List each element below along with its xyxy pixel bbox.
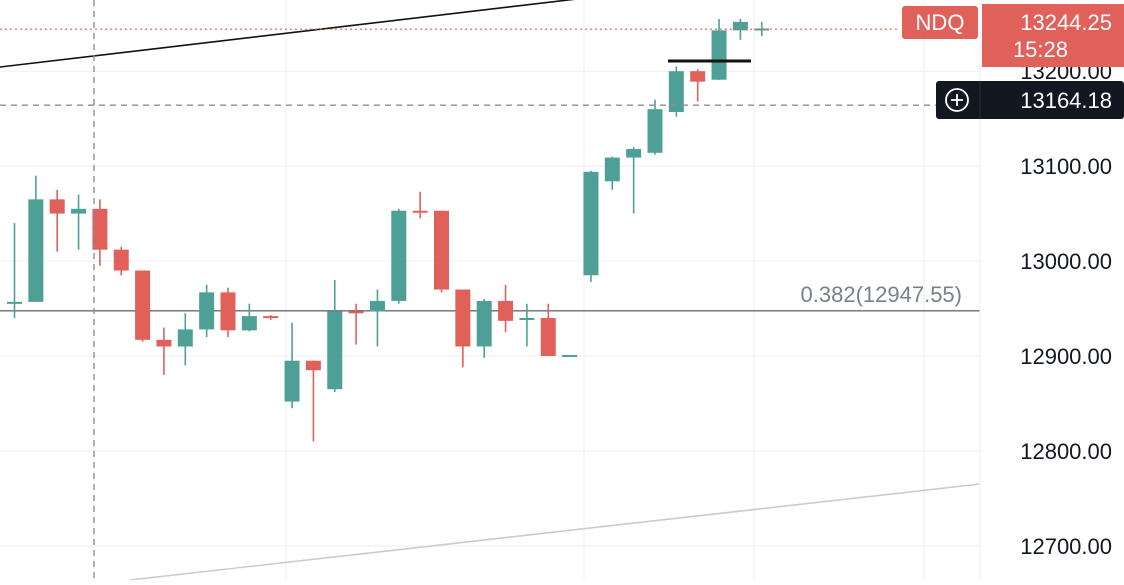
- candle: [668, 66, 684, 117]
- candle: [199, 284, 215, 337]
- candle-body: [220, 292, 236, 331]
- candle: [647, 99, 663, 155]
- add-alert-button[interactable]: [945, 88, 969, 112]
- candle: [348, 303, 364, 345]
- candle-body: [348, 311, 364, 314]
- candle-body: [156, 339, 172, 347]
- candle-body: [519, 318, 535, 321]
- candle: [412, 191, 428, 219]
- candle: [562, 355, 578, 358]
- candle-body: [7, 301, 22, 304]
- candle-body: [604, 157, 620, 182]
- candle: [305, 360, 321, 442]
- candle: [711, 18, 727, 80]
- candle-body: [540, 318, 556, 356]
- trend-line: [0, 0, 575, 68]
- candle-body: [177, 329, 193, 347]
- price-axis-tick-label: 12900.00: [1020, 344, 1112, 369]
- last-price-label-box: [982, 4, 1124, 67]
- candle-body: [369, 300, 385, 312]
- candle: [263, 315, 279, 320]
- bar-countdown: 15:28: [1013, 37, 1068, 62]
- candle-body: [284, 360, 300, 402]
- candle-body: [28, 199, 44, 302]
- candle-body: [305, 360, 321, 371]
- candle: [369, 289, 385, 347]
- candle-body: [434, 210, 449, 290]
- candle: [626, 147, 642, 214]
- price-axis-tick-label: 12800.00: [1020, 439, 1112, 464]
- candle-body: [647, 109, 663, 153]
- candle-body: [690, 71, 706, 82]
- candle: [92, 199, 108, 266]
- candle-body: [71, 208, 87, 214]
- candle-body: [583, 171, 599, 276]
- crosshair-price-value: 13164.18: [1020, 88, 1112, 113]
- candle: [327, 280, 343, 393]
- crosshair-price-label-box: [936, 81, 1124, 119]
- candle: [476, 299, 492, 358]
- candle-body: [498, 300, 514, 321]
- overlays-layer: [0, 0, 936, 580]
- candle-body: [412, 210, 428, 213]
- candle: [434, 210, 449, 293]
- price-axis-tick-label: 12700.00: [1020, 534, 1112, 559]
- price-axis-tick-label: 13100.00: [1020, 154, 1112, 179]
- price-axis-tick-label: 13000.00: [1020, 249, 1112, 274]
- candle: [7, 223, 22, 319]
- candle: [28, 175, 44, 302]
- candle: [690, 69, 706, 102]
- candle-body: [732, 21, 748, 31]
- candle: [220, 287, 236, 337]
- candle: [49, 189, 65, 252]
- channel-line: [129, 483, 981, 581]
- candle-body: [199, 292, 215, 330]
- candle-body: [263, 316, 279, 319]
- candle-body: [711, 30, 727, 80]
- candle: [519, 303, 535, 347]
- symbol-label-box: [902, 6, 978, 39]
- candle-body: [476, 300, 492, 347]
- candle-body: [113, 249, 129, 271]
- symbol-label: NDQ: [916, 10, 965, 35]
- candle-body: [455, 289, 471, 347]
- candle-body: [391, 210, 407, 301]
- candle: [455, 289, 471, 368]
- candle-body: [241, 316, 257, 331]
- candle: [284, 322, 300, 409]
- candle: [540, 303, 556, 356]
- fib-level-label: 0.382(12947.55): [801, 282, 962, 307]
- candle: [391, 208, 407, 304]
- candle: [156, 327, 172, 375]
- plus-circle-icon[interactable]: [945, 88, 969, 112]
- candles-layer: [7, 18, 770, 442]
- candle: [604, 156, 620, 190]
- candle-body: [626, 149, 642, 158]
- candle: [177, 313, 193, 366]
- candle-body: [49, 199, 65, 214]
- candle: [71, 194, 87, 250]
- candle: [498, 284, 514, 333]
- candle-body: [92, 208, 108, 250]
- last-price-value: 13244.25: [1020, 10, 1112, 35]
- candle: [135, 270, 151, 342]
- candle-body: [668, 71, 684, 113]
- candle-body: [135, 270, 151, 340]
- candle: [241, 303, 257, 332]
- candle: [583, 170, 599, 282]
- candle-body: [562, 355, 578, 358]
- candle: [113, 246, 129, 276]
- candle-body: [327, 311, 343, 390]
